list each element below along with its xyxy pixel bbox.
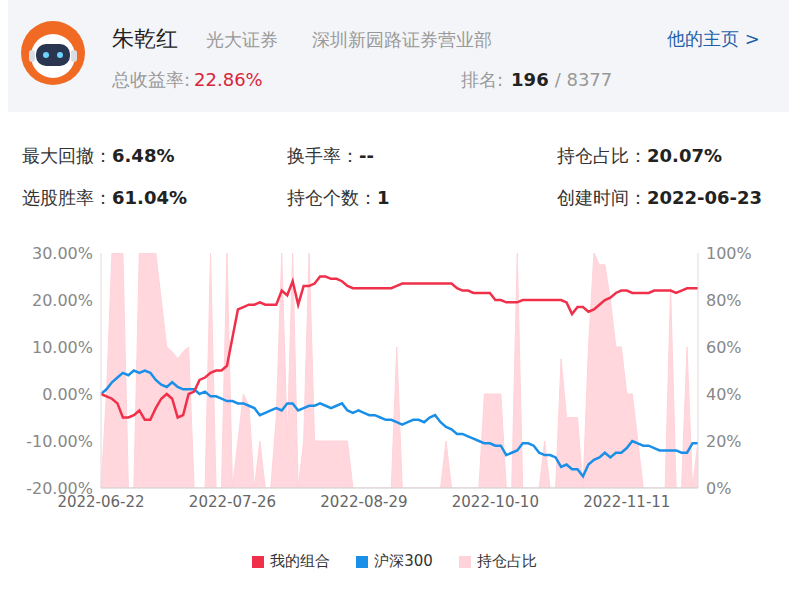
html-text:光大证券: 光大证券	[206, 29, 278, 50]
svg-text:20%: 20%	[706, 432, 742, 451]
html-text:沪深300: 沪深300	[374, 552, 433, 570]
svg-text:2022-11-11: 2022-11-11	[583, 493, 670, 511]
html-text:他的主页 >: 他的主页 >	[667, 28, 760, 49]
svg-text:30.00%: 30.00%	[32, 244, 93, 263]
html-text:朱乾红: 朱乾红	[112, 26, 178, 51]
svg-text:20.00%: 20.00%	[32, 291, 93, 310]
html-text:深圳新园路证券营业部: 深圳新园路证券营业部	[312, 29, 492, 50]
svg-text:-20.00%: -20.00%	[26, 479, 93, 498]
svg-text:0%: 0%	[706, 479, 731, 498]
html-text:排名: 196 / 8377: 排名: 196 / 8377	[461, 69, 613, 90]
svg-text:100%: 100%	[706, 244, 752, 263]
svg-text:2022-07-26: 2022-07-26	[189, 493, 276, 511]
svg-text:2022-10-10: 2022-10-10	[452, 493, 539, 511]
html-text:选股胜率：61.04%: 选股胜率：61.04%	[22, 187, 187, 208]
svg-text:60%: 60%	[706, 338, 742, 357]
svg-text:-10.00%: -10.00%	[26, 432, 93, 451]
svg-text:2022-08-29: 2022-08-29	[320, 493, 407, 511]
svg-text:80%: 80%	[706, 291, 742, 310]
html-text:持仓个数：1: 持仓个数：1	[287, 187, 390, 208]
html-text:总收益率: 22.86%: 总收益率: 22.86%	[112, 69, 263, 90]
svg-text:10.00%: 10.00%	[32, 338, 93, 357]
html-text:最大回撤：6.48%: 最大回撤：6.48%	[22, 145, 175, 166]
html-text:创建时间：2022-06-23: 创建时间：2022-06-23	[557, 187, 763, 208]
html-text:持仓占比：20.07%: 持仓占比：20.07%	[557, 145, 722, 166]
svg-text:0.00%: 0.00%	[42, 385, 93, 404]
html-text:持仓占比: 持仓占比	[476, 552, 537, 570]
svg-text:2022-06-22: 2022-06-22	[57, 492, 145, 511]
svg-text:40%: 40%	[706, 385, 742, 404]
html-text:我的组合: 我的组合	[270, 552, 331, 570]
html-text:换手率：--: 换手率：--	[287, 145, 374, 166]
